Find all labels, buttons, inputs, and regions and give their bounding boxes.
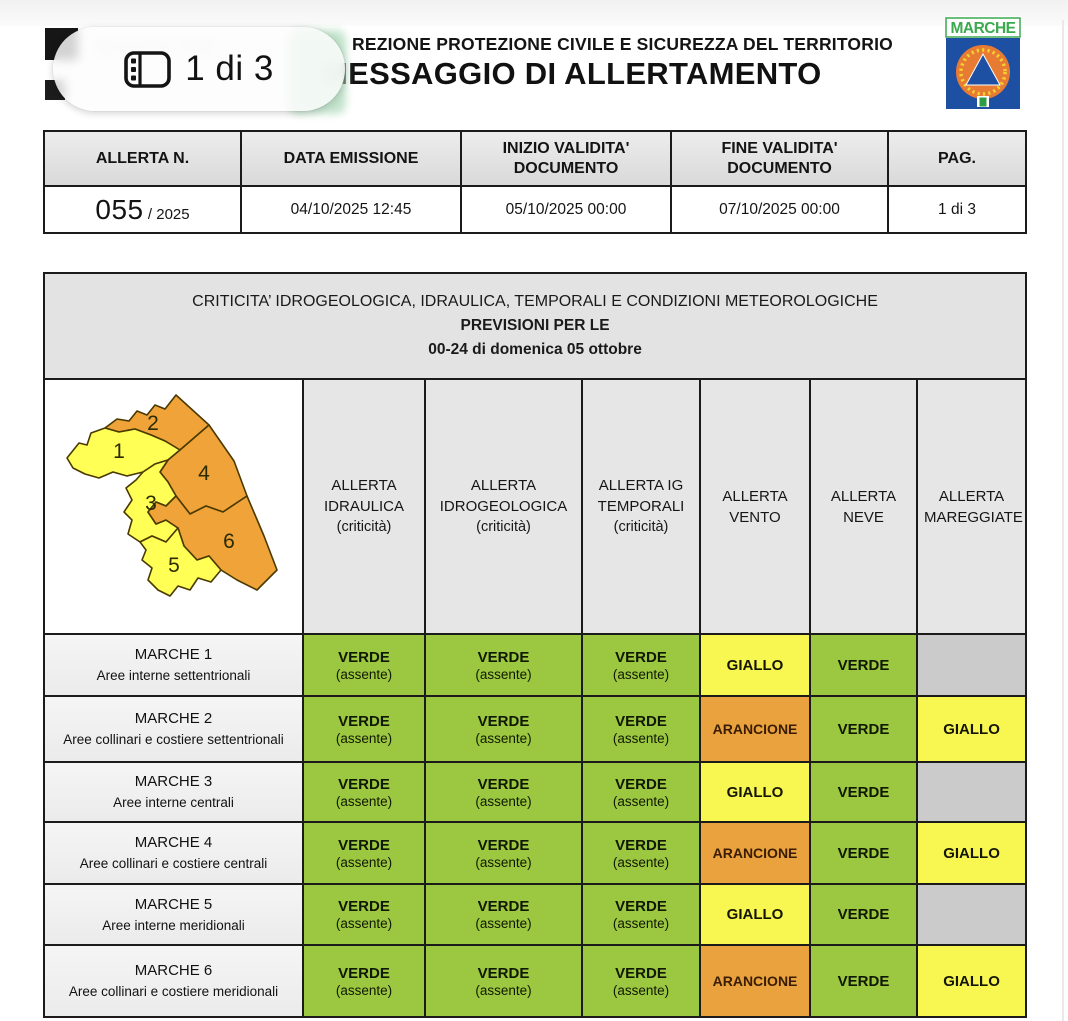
alert-cell [915,761,1028,823]
alert-cell: VERDE (assente) [302,633,426,697]
inizio-validita-value: 05/10/2025 00:00 [460,185,672,234]
logo-region-text: MARCHE [950,20,1015,37]
table-row: MARCHE 3 Aree interne centrali VERDE (ass… [43,761,1028,823]
pag-value: 1 di 3 [887,185,1027,234]
alert-cell: ARANCIONE [699,821,811,885]
alert-cell: VERDE [809,821,918,885]
map-zone-5 [139,527,222,597]
zones-map-cell: 1 2 3 4 5 6 [43,378,304,635]
alert-cell: VERDE [809,761,918,823]
marche-zones-map: 1 2 3 4 5 6 [47,382,300,626]
document-page-edge [1062,20,1064,1021]
table-row: MARCHE 5 Aree interne meridionali VERDE(… [43,883,1028,946]
zone-label-marche-2: MARCHE 2 Aree collinari e costiere sette… [43,695,304,763]
alert-cell: ARANCIONE [699,695,811,763]
data-emissione-value: 04/10/2025 12:45 [240,185,462,234]
alert-cell: VERDE [809,633,918,697]
alert-cell: VERDE (assente) [581,944,701,1018]
map-zone-1-label: 1 [113,440,125,463]
zone-label-marche-1: MARCHE 1 Aree interne settentrionali [43,633,304,697]
forecast-table: CRITICITA’ IDROGEOLOGICA, IDRAULICA, TEM… [42,272,1028,1018]
col-head-mareggiate: ALLERTA MAREGGIATE [915,378,1028,635]
alert-info-table: ALLERTA N. DATA EMISSIONE INIZIO VALIDIT… [43,130,1027,234]
page-indicator-label: 1 di 3 [185,49,274,88]
fine-validita-value: 07/10/2025 00:00 [670,185,889,234]
map-zone-5-label: 5 [168,554,180,577]
alert-year: / 2025 [147,205,190,223]
col-head-temporali: ALLERTA IG TEMPORALI (criticità) [581,378,701,635]
alert-number-cell: 055 / 2025 [43,185,242,234]
alert-cell: VERDE (assente) [302,883,426,946]
zone-label-marche-6: MARCHE 6 Aree collinari e costiere merid… [43,944,304,1018]
col-head-idrogeologica: ALLERTA IDROGEOLOGICA (criticità) [424,378,583,635]
alert-cell: VERDE (assente) [581,695,701,763]
alert-cell: GIALLO [915,821,1028,885]
forecast-title-line1: CRITICITA’ IDROGEOLOGICA, IDRAULICA, TEM… [192,292,878,310]
alert-cell: VERDE (assente) [424,821,583,885]
alert-cell: VERDE [809,883,918,946]
alert-cell: GIALLO [699,761,811,823]
alert-number: 055 [95,193,144,225]
marche-civil-protection-logo: MARCHE [944,16,1022,118]
zone-label-marche-5: MARCHE 5 Aree interne meridionali [43,883,304,946]
alert-cell: VERDE [809,695,918,763]
marche-logo-graphic: MARCHE [944,16,1022,113]
table-row: MARCHE 2 Aree collinari e costiere sette… [43,695,1028,763]
alert-cell: VERDE (assente) [424,761,583,823]
info-col-fine-validita: FINE VALIDITA' DOCUMENTO [670,130,889,187]
alert-cell: VERDE (assente) [302,761,426,823]
forecast-title-line2: PREVISIONI PER LE [460,317,610,335]
alert-cell: VERDE [809,944,918,1018]
info-col-inizio-validita: INIZIO VALIDITA' DOCUMENTO [460,130,672,187]
zone-label-marche-4: MARCHE 4 Aree collinari e costiere centr… [43,821,304,885]
info-col-pag: PAG. [887,130,1027,187]
zone-label-marche-3: MARCHE 3 Aree interne centrali [43,761,304,823]
alert-cell: VERDE (assente) [581,821,701,885]
alert-cell: VERDE (assente) [581,761,701,823]
alert-cell: ARANCIONE [699,944,811,1018]
alert-cell: VERDE (assente) [581,633,701,697]
table-row: MARCHE 4 Aree collinari e costiere centr… [43,821,1028,885]
alert-cell: VERDE (assente) [302,944,426,1018]
alert-cell: VERDE (assente) [424,883,583,946]
alert-cell: GIALLO [915,695,1028,763]
table-row: MARCHE 6 Aree collinari e costiere merid… [43,944,1028,1018]
info-col-allerta-n: ALLERTA N. [43,130,242,187]
map-zone-4-label: 4 [198,462,210,485]
alert-cell: VERDE (assente) [424,944,583,1018]
col-head-neve: ALLERTA NEVE [809,378,918,635]
forecast-title-line3: 00-24 di domenica 05 ottobre [428,341,642,359]
page-indicator-pill[interactable]: 1 di 3 [53,27,345,111]
col-head-vento: ALLERTA VENTO [699,378,811,635]
document-title: MESSAGGIO DI ALLERTAMENTO [322,56,822,91]
alert-cell: VERDE (assente) [424,695,583,763]
table-row: MARCHE 1 Aree interne settentrionali VER… [43,633,1028,697]
department-header-text: REZIONE PROTEZIONE CIVILE E SICUREZZA DE… [352,34,893,54]
alert-cell [915,883,1028,946]
map-zone-2-label: 2 [147,412,159,435]
alert-cell: GIALLO [915,944,1028,1018]
map-zone-3-label: 3 [145,492,157,515]
alert-cell: GIALLO [699,883,811,946]
info-col-data-emissione: DATA EMISSIONE [240,130,462,187]
alert-cell: VERDE (assente) [302,821,426,885]
logo-ring-text [959,48,1007,96]
alert-cell: VERDE (assente) [424,633,583,697]
alert-cell: VERDE (assente) [581,883,701,946]
col-head-idraulica: ALLERTA IDRAULICA (criticità) [302,378,426,635]
forecast-title-cell: CRITICITA’ IDROGEOLOGICA, IDRAULICA, TEM… [42,272,1028,380]
map-zone-6-label: 6 [223,530,235,553]
alert-cell: GIALLO [699,633,811,697]
alert-cell: VERDE (assente) [302,695,426,763]
viewer-top-background [0,0,1068,26]
alert-cell [915,633,1028,697]
page-thumbnails-icon [124,50,171,88]
